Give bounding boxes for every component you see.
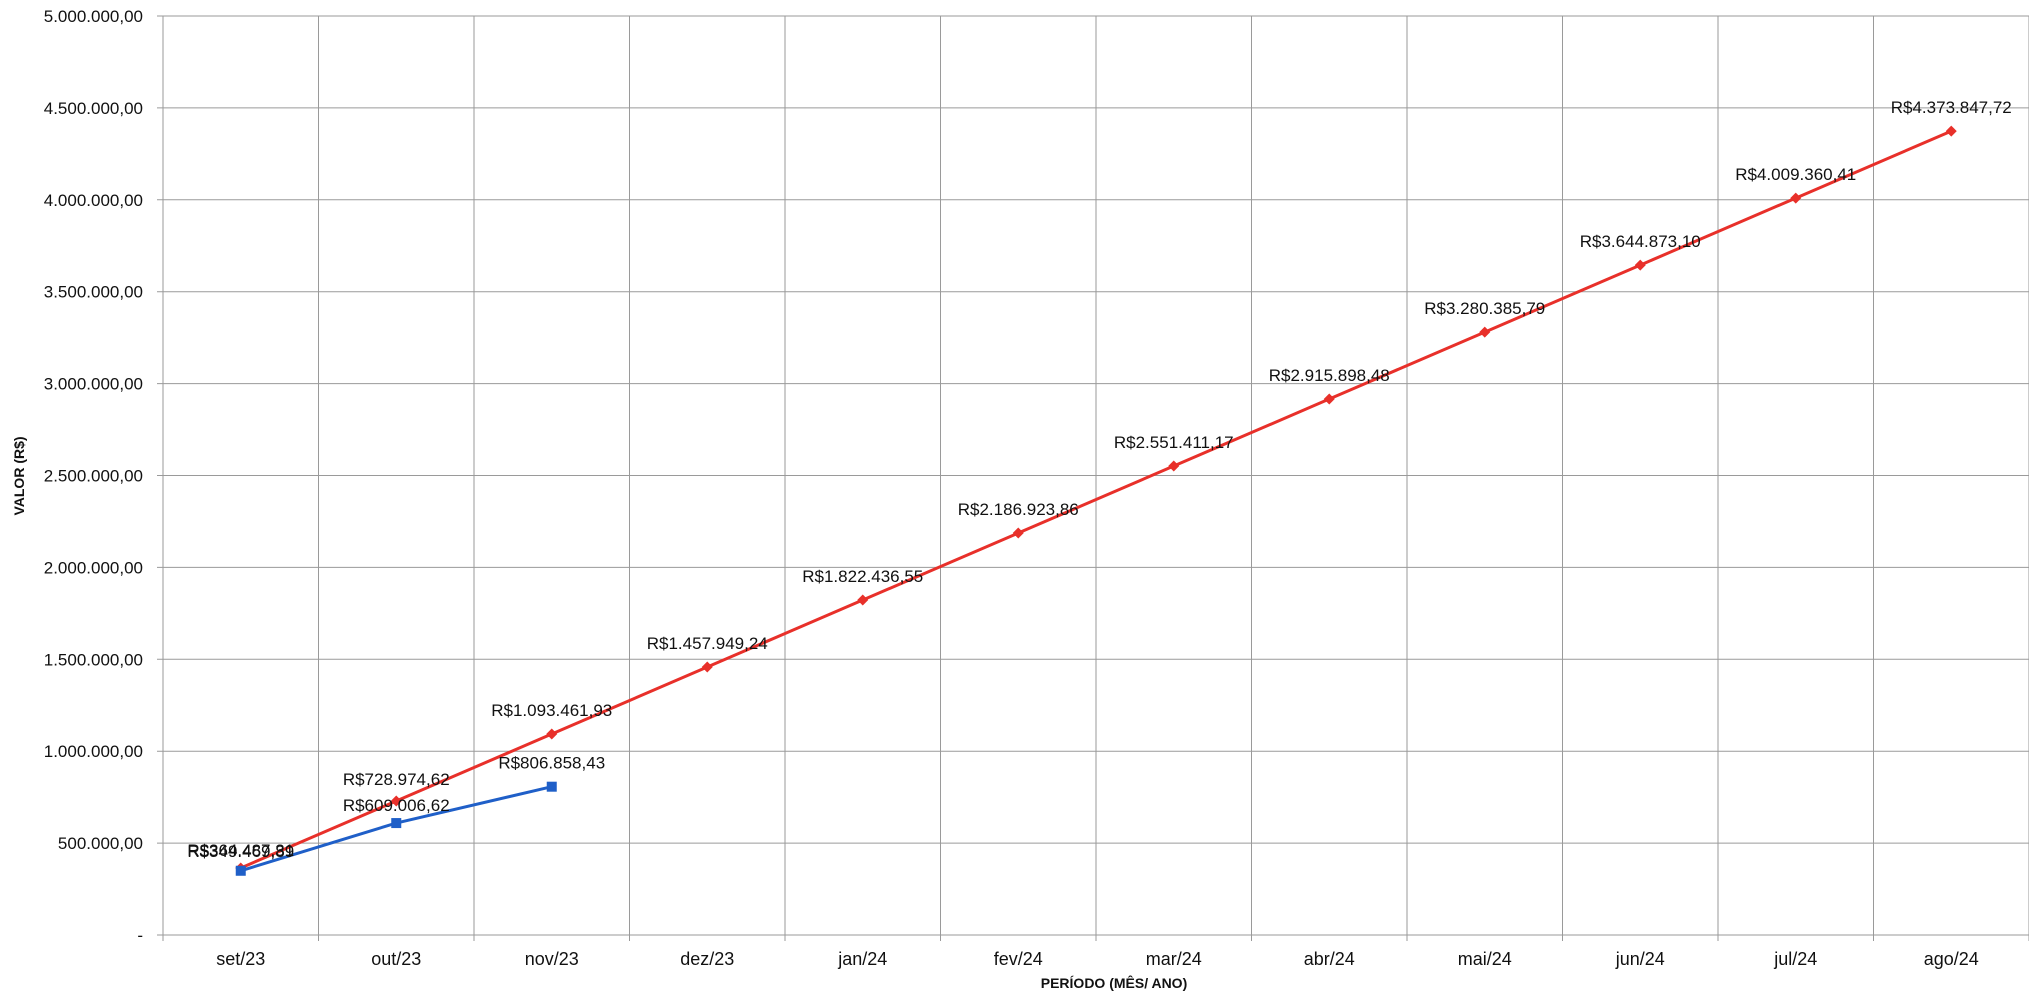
x-tick-label: jun/24 (1615, 949, 1665, 969)
x-tick-label: fev/24 (994, 949, 1043, 969)
data-label: R$2.915.898,48 (1269, 366, 1390, 385)
data-point-marker (1634, 259, 1646, 271)
data-label: R$1.822.436,55 (802, 567, 923, 586)
data-point-marker (857, 594, 869, 606)
data-label: R$728.974,62 (343, 770, 450, 789)
y-axis-ticks: - 500.000,00 1.000.000,00 1.500.000,00 2.000… (44, 7, 143, 945)
data-label: R$1.093.461,93 (491, 701, 612, 720)
data-point-marker (1012, 527, 1024, 539)
y-tick-label: 500.000,00 (58, 834, 143, 853)
data-label: R$609.006,62 (343, 796, 450, 815)
x-axis-ticks: set/23 out/23 nov/23 dez/23 jan/24 fev/24 mar/… (216, 949, 1979, 969)
series-lines (235, 125, 1957, 876)
data-point-marker (390, 795, 402, 807)
data-label: R$3.280.385,79 (1424, 299, 1545, 318)
data-label: R$4.009.360,41 (1735, 165, 1856, 184)
x-tick-label: set/23 (216, 949, 265, 969)
data-labels: R$364.487,31 R$728.974,62 R$1.093.461,93 R$… (187, 98, 2011, 861)
data-label: R$3.644.873,10 (1580, 232, 1701, 251)
y-tick-label: 4.500.000,00 (44, 99, 143, 118)
grid-lines (157, 15, 2029, 941)
data-point-marker (1945, 125, 1957, 137)
data-label: R$349.469,89 (187, 842, 294, 861)
data-point-marker (1479, 326, 1491, 338)
x-tick-label: ago/24 (1924, 949, 1979, 969)
y-tick-label: 3.500.000,00 (44, 283, 143, 302)
y-tick-label: 4.000.000,00 (44, 191, 143, 210)
x-tick-label: mar/24 (1146, 949, 1202, 969)
y-tick-label: 2.000.000,00 (44, 558, 143, 577)
data-point-marker (546, 781, 557, 792)
data-point-marker (701, 661, 713, 673)
y-tick-label: - (137, 926, 143, 945)
data-point-marker (235, 865, 246, 876)
x-tick-label: mai/24 (1458, 949, 1512, 969)
data-point-marker (1790, 192, 1802, 204)
y-tick-label: 1.000.000,00 (44, 742, 143, 761)
y-tick-label: 3.000.000,00 (44, 375, 143, 394)
data-point-marker (391, 818, 402, 829)
data-label: R$4.373.847,72 (1891, 98, 2012, 117)
data-label: R$2.551.411,17 (1114, 433, 1234, 452)
series-line (240, 129, 1952, 870)
x-tick-label: dez/23 (680, 949, 734, 969)
y-tick-label: 1.500.000,00 (44, 650, 143, 669)
x-tick-label: out/23 (371, 949, 421, 969)
x-tick-label: nov/23 (525, 949, 579, 969)
data-label: R$364.487,31 (187, 841, 294, 860)
y-tick-label: 5.000.000,00 (44, 7, 143, 26)
data-label: R$2.186.923,86 (958, 500, 1079, 519)
data-point-marker (1168, 460, 1180, 472)
x-tick-label: abr/24 (1304, 949, 1355, 969)
data-point-marker (546, 728, 558, 740)
y-axis-title: VALOR (R$) (11, 436, 27, 515)
x-tick-label: jul/24 (1773, 949, 1817, 969)
x-tick-label: jan/24 (837, 949, 887, 969)
data-label: R$1.457.949,24 (647, 634, 768, 653)
data-label: R$806.858,43 (498, 754, 605, 773)
x-axis-title: PERÍODO (MÊS/ ANO) (1041, 974, 1188, 991)
y-tick-label: 2.500.000,00 (44, 467, 143, 486)
data-point-marker (1323, 393, 1335, 405)
